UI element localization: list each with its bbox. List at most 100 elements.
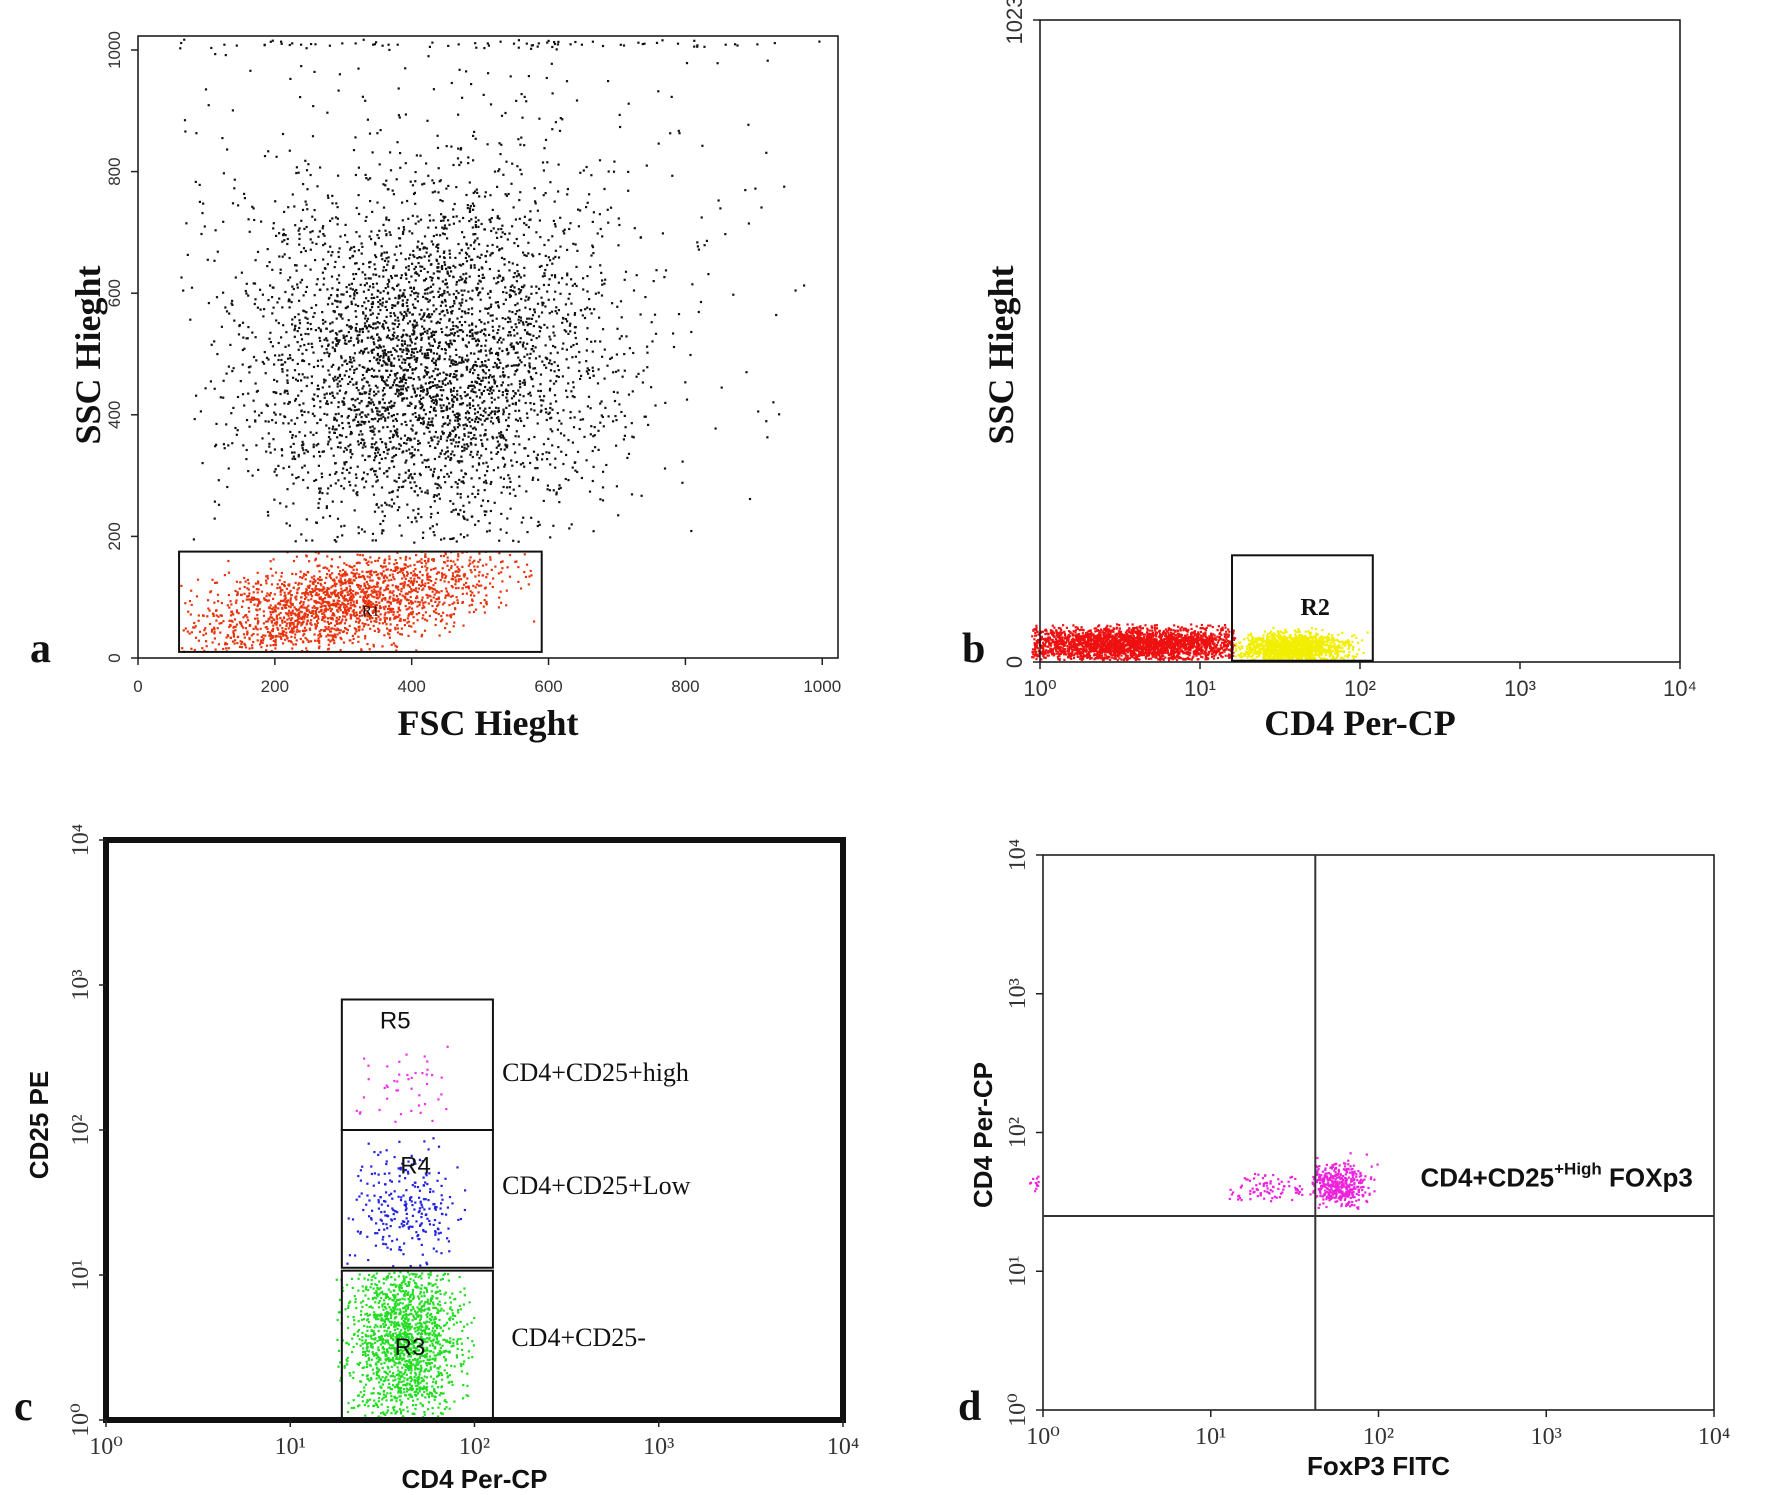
data-point [510,182,513,185]
data-point [208,609,211,612]
data-point [437,191,440,194]
data-point [225,647,228,650]
data-point [495,452,498,455]
data-point [343,477,346,480]
data-point [312,105,315,108]
data-point [439,435,443,438]
data-point [364,634,367,638]
data-point [347,445,350,448]
data-point [341,534,344,537]
data-point [316,359,320,362]
data-point [383,387,386,390]
data-point [397,227,400,230]
data-point [415,613,418,616]
data-point [249,600,252,603]
data-point [429,291,432,294]
data-point [359,611,362,614]
data-point [437,346,440,349]
data-point [425,562,428,565]
data-point [327,344,330,347]
data-point [455,283,458,286]
data-point [474,363,477,367]
data-point [287,279,290,282]
data-point [424,369,427,372]
data-point [465,368,469,371]
data-point [429,253,432,256]
data-point [401,304,405,307]
data-point [287,402,290,405]
data-point [407,350,410,353]
data-point [347,331,350,334]
data-point [549,402,552,405]
data-point [396,302,399,305]
data-point [559,117,562,120]
data-point [356,397,359,400]
data-point [413,472,416,475]
data-point [433,500,436,503]
data-point [425,373,428,376]
data-point [488,522,491,525]
data-point [518,309,521,312]
data-point [385,257,388,260]
data-point [260,411,263,414]
data-point [289,601,292,604]
data-point [396,325,399,328]
data-point [466,393,469,396]
data-point [300,338,304,341]
data-point [566,248,569,251]
data-point [292,502,295,505]
data-point [370,303,373,306]
data-point [540,404,543,407]
data-point [336,278,339,281]
data-point [529,218,532,221]
data-point [424,288,427,292]
data-point [484,349,487,352]
data-point [331,321,334,324]
data-point [369,388,372,391]
data-point [441,618,444,621]
data-point [446,472,449,476]
data-point [517,138,520,141]
data-point [552,331,555,334]
data-point [476,453,479,456]
data-point [489,582,492,585]
data-point [282,634,285,637]
data-point [342,293,345,296]
data-point [446,415,450,418]
data-point [385,379,388,382]
data-point [302,606,305,609]
data-point [523,383,526,386]
data-point [410,521,413,524]
data-point [413,292,416,295]
data-point [282,234,285,237]
data-point [475,469,478,472]
data-point [444,553,447,556]
data-point [318,230,321,233]
data-point [274,647,277,650]
data-point [384,349,387,352]
data-point [473,594,476,597]
data-point [555,306,558,309]
data-point [302,449,305,452]
data-point [551,45,554,49]
data-point [489,482,492,485]
data-point [321,227,324,230]
data-point [367,288,370,291]
data-point [350,408,353,411]
data-point [283,239,286,242]
data-point [574,336,577,340]
data-point [315,242,318,245]
data-point [663,467,667,470]
data-point [442,371,445,374]
data-point [269,331,272,334]
data-point [451,450,454,453]
data-point [526,342,529,345]
data-point [495,446,498,449]
data-point [254,336,257,339]
data-point [269,341,272,344]
data-point [373,43,376,46]
data-point [297,453,300,457]
data-point [445,451,448,454]
data-point [497,396,500,399]
data-point [260,635,263,638]
